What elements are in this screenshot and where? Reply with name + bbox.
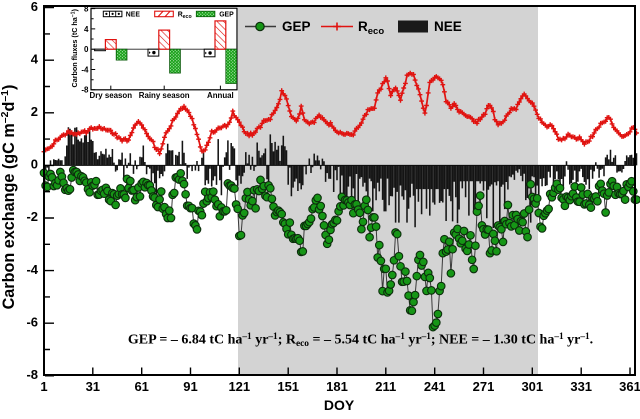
svg-text:Rainy season: Rainy season <box>139 91 190 100</box>
svg-text:361: 361 <box>619 379 640 394</box>
svg-text:DOY: DOY <box>324 397 355 413</box>
svg-text:GEP: GEP <box>219 11 234 18</box>
svg-text:Carbon exchange (gC m–2d–1): Carbon exchange (gC m–2d–1) <box>0 85 18 310</box>
svg-text:Reco: Reco <box>178 11 192 20</box>
svg-text:6: 6 <box>31 0 38 14</box>
svg-text:Carbon fluxes (tC ha–1): Carbon fluxes (tC ha–1) <box>70 8 79 87</box>
svg-text:121: 121 <box>228 379 250 394</box>
svg-text:-2: -2 <box>26 209 38 224</box>
svg-text:-8: -8 <box>81 86 89 95</box>
svg-text:-4: -4 <box>81 65 89 74</box>
svg-text:-6: -6 <box>26 314 38 329</box>
svg-text:1: 1 <box>40 379 47 394</box>
svg-text:91: 91 <box>183 379 197 394</box>
svg-text:2: 2 <box>31 104 38 119</box>
svg-text:Dry season: Dry season <box>90 91 133 100</box>
svg-text:241: 241 <box>424 379 446 394</box>
svg-text:0: 0 <box>84 45 89 54</box>
svg-text:GEP: GEP <box>282 19 311 34</box>
svg-text:GEP = – 6.84 tC ha–1 yr–1; Rec: GEP = – 6.84 tC ha–1 yr–1; Reco = – 5.54… <box>128 332 593 349</box>
svg-text:0: 0 <box>31 157 38 172</box>
svg-text:181: 181 <box>326 379 348 394</box>
svg-text:31: 31 <box>86 379 100 394</box>
svg-text:8: 8 <box>84 5 89 14</box>
svg-text:271: 271 <box>473 379 495 394</box>
svg-text:Annual: Annual <box>207 91 234 100</box>
svg-text:-8: -8 <box>26 367 38 382</box>
svg-text:4: 4 <box>31 51 39 66</box>
svg-text:4: 4 <box>84 25 89 34</box>
svg-text:151: 151 <box>277 379 299 394</box>
svg-text:61: 61 <box>134 379 148 394</box>
svg-text:NEE: NEE <box>434 19 462 34</box>
svg-text:-4: -4 <box>26 262 38 277</box>
svg-text:331: 331 <box>570 379 592 394</box>
svg-text:NEE: NEE <box>126 11 141 18</box>
svg-text:211: 211 <box>375 379 396 394</box>
svg-text:301: 301 <box>521 379 543 394</box>
